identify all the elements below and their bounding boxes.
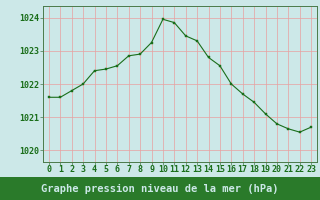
Text: Graphe pression niveau de la mer (hPa): Graphe pression niveau de la mer (hPa) xyxy=(41,184,279,194)
